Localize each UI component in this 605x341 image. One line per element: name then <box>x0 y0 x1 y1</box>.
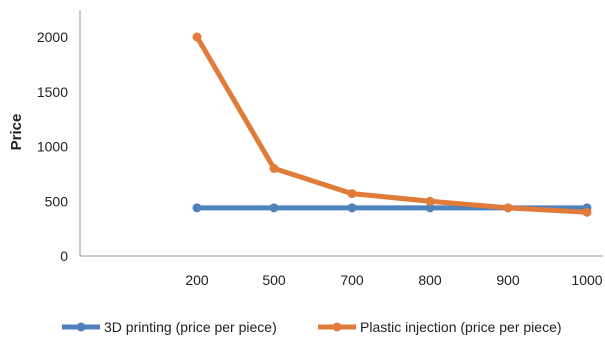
series-line-2 <box>194 34 590 215</box>
legend-label: 3D printing (price per piece) <box>104 319 277 335</box>
data-point <box>347 203 357 213</box>
data-point <box>192 203 202 213</box>
legend-swatch-marker <box>332 322 342 332</box>
legend: 3D printing (price per piece) Plastic inj… <box>62 319 562 335</box>
data-point <box>425 196 435 206</box>
data-point <box>503 203 513 213</box>
y-tick-label: 1000 <box>37 139 68 155</box>
y-tick-label: 500 <box>45 193 69 209</box>
x-tick-label: 500 <box>262 272 286 288</box>
x-tick-label: 800 <box>418 272 442 288</box>
data-point <box>269 203 279 213</box>
y-tick-label: 0 <box>60 248 68 264</box>
y-axis-label: Price <box>8 114 25 151</box>
x-tick-label: 700 <box>340 272 364 288</box>
x-tick-label: 1000 <box>571 272 602 288</box>
x-tick-label: 200 <box>185 272 209 288</box>
y-tick-labels: 0 500 1000 1500 2000 <box>37 29 68 264</box>
legend-swatch-marker <box>76 322 86 332</box>
data-point <box>347 189 357 199</box>
data-point <box>269 163 279 173</box>
data-point <box>582 207 592 217</box>
data-point <box>192 32 202 42</box>
series-group <box>192 32 592 217</box>
legend-label: Plastic injection (price per piece) <box>360 319 562 335</box>
y-tick-label: 1500 <box>37 84 68 100</box>
y-tick-label: 2000 <box>37 29 68 45</box>
data-point <box>425 203 435 213</box>
x-tick-label: 900 <box>496 272 520 288</box>
x-tick-labels: 200 500 700 800 900 1000 <box>185 272 602 288</box>
